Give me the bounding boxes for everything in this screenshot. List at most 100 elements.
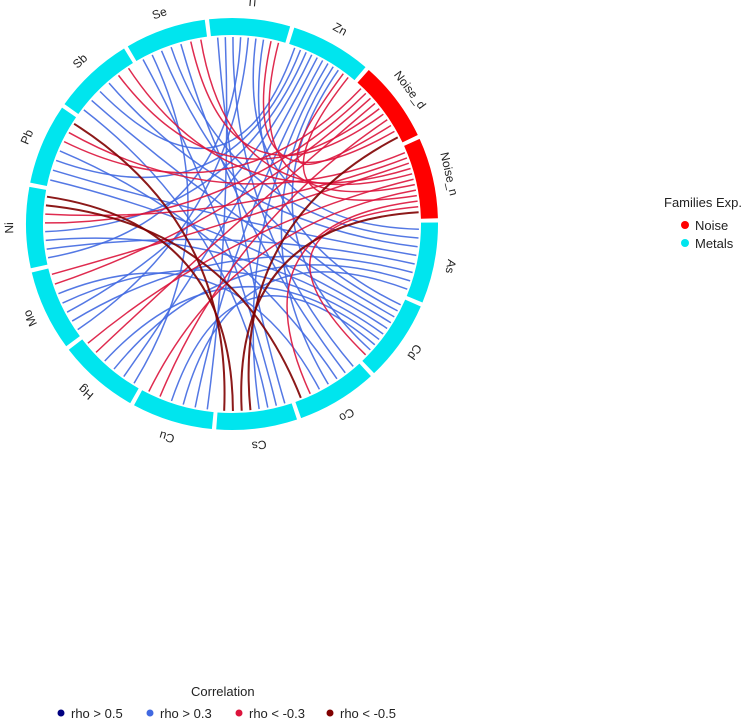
link-ti-as [252, 38, 419, 230]
sectors-layer [26, 17, 438, 430]
link-noise-n-hg [87, 178, 414, 344]
link-noise-d-sb [117, 74, 380, 160]
noise-legend-label: Noise [695, 218, 728, 233]
families-legend: Families Exp. Noise Metals [664, 195, 742, 251]
sector-label-cd: Cd [404, 342, 424, 363]
sector-label-noise-n: Noise_n [437, 151, 461, 197]
link-hg-zn [123, 57, 318, 377]
metals-swatch [681, 239, 689, 247]
link-noise-d-mo [54, 97, 371, 285]
link-ni-cs [46, 195, 234, 412]
sector-label-ni: Ni [2, 222, 16, 234]
link-pb-as [52, 169, 417, 257]
link-noise-n-co [286, 200, 418, 395]
sector-label-cu: Cu [157, 428, 176, 446]
sector-noise-n [404, 138, 438, 219]
sector-label-co: Co [336, 405, 357, 425]
link-ti-cs [216, 37, 286, 404]
sector-cs [216, 403, 298, 430]
sector-label-hg: Hg [75, 382, 96, 403]
links-layer [44, 36, 419, 412]
link-ti-mo [77, 37, 250, 331]
link-hg-as [113, 264, 411, 370]
sector-co [295, 363, 371, 419]
link-sb-zn [99, 47, 296, 150]
link-co-zn [280, 66, 334, 385]
link-noise-n-pb [68, 131, 406, 185]
link-ti-cd [257, 39, 401, 306]
sector-label-mo: Mo [20, 307, 40, 328]
sector-label-se: Se [150, 4, 169, 22]
link-mo-cd [62, 269, 384, 335]
link-noise-n-cs [240, 211, 419, 411]
rho-gt-0.3-swatch [146, 709, 154, 717]
correlation-legend: Correlation rho > 0.5 rho > 0.3 rho < -0… [57, 684, 396, 720]
link-noise-n-zn [302, 76, 417, 201]
sector-cd [362, 299, 421, 374]
link-co-mo [58, 272, 321, 390]
link-ni-as [46, 238, 415, 265]
sector-label-cs: Cs [251, 437, 267, 453]
link-noise-n-se [200, 39, 413, 186]
sector-label-as: As [443, 258, 459, 274]
sector-ti [209, 17, 291, 43]
link-mo-zn [66, 54, 313, 313]
rho-lt-neg-0.5-swatch [326, 709, 334, 717]
link-cd-zn [291, 69, 371, 351]
correlation-legend-title: Correlation [191, 684, 255, 699]
rho-gt-0.5-swatch [57, 709, 65, 717]
link-pb-cd [50, 179, 392, 324]
sector-label-sb: Sb [70, 51, 91, 71]
rho-lt-neg-0.3-label: rho < -0.3 [249, 706, 305, 720]
link-sb-cs [83, 109, 269, 408]
link-noise-n-ti [268, 42, 415, 193]
correlation-legend-item-1: rho > 0.5 [57, 706, 123, 720]
rho-lt-neg-0.3-swatch [235, 709, 243, 717]
sector-label-pb: Pb [18, 127, 37, 146]
sector-label-zn: Zn [331, 20, 350, 39]
rho-gt-0.3-label: rho > 0.3 [160, 706, 212, 720]
correlation-legend-item-3: rho < -0.3 [235, 706, 305, 720]
link-cu-zn [194, 60, 324, 408]
link-noise-n-cu [148, 189, 417, 392]
sector-cu [134, 390, 214, 430]
link-sb-cd [91, 99, 395, 318]
link-ni-zn [45, 52, 307, 233]
sector-mo [31, 268, 80, 347]
link-pb-cs [73, 122, 226, 411]
sector-se [127, 19, 208, 61]
families-legend-item-noise: Noise [681, 218, 728, 233]
link-noise-d-ni [44, 92, 367, 224]
sector-ni [26, 186, 48, 269]
correlation-legend-item-4: rho < -0.5 [326, 706, 396, 720]
link-noise-d-pb [63, 88, 362, 174]
sector-hg [68, 339, 139, 404]
link-pb-zn [55, 49, 302, 179]
link-noise-d-se [190, 41, 384, 157]
sector-as [406, 222, 438, 303]
link-hg-cd [104, 285, 380, 362]
rho-gt-0.5-label: rho > 0.5 [71, 706, 123, 720]
sector-sb [64, 48, 133, 114]
link-pb-co [59, 150, 338, 380]
sector-zn [289, 27, 366, 81]
link-noise-d-cu [159, 119, 388, 397]
link-noise-n-ni [45, 157, 408, 217]
correlation-legend-item-2: rho > 0.3 [146, 706, 212, 720]
link-noise-n-cd [309, 205, 419, 356]
link-noise-d-hg [95, 102, 376, 353]
link-noise-d-ti [262, 40, 395, 164]
families-legend-item-metals: Metals [681, 236, 734, 251]
link-noise-n-sb [127, 67, 411, 184]
metals-legend-label: Metals [695, 236, 734, 251]
link-ni-cd [45, 237, 388, 330]
sector-pb [30, 107, 77, 186]
link-ni-co [45, 204, 302, 399]
sector-label-ti: Ti [246, 0, 257, 9]
rho-lt-neg-0.5-label: rho < -0.5 [340, 706, 396, 720]
link-cu-as [182, 271, 408, 405]
noise-swatch [681, 221, 689, 229]
families-legend-title: Families Exp. [664, 195, 742, 210]
sector-noise-d [357, 69, 418, 143]
